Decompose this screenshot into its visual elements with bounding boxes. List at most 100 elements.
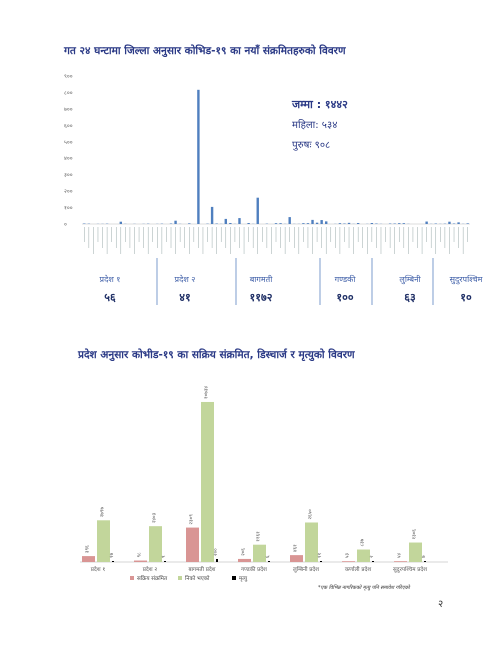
bar-value-label: २०० [213,548,219,556]
bar-recovered [149,526,162,562]
bar-value-label: ५३ [345,553,351,559]
bar-value-label: १०७३४ [204,386,210,399]
district-bar [325,221,328,224]
district-bar [315,222,319,224]
district-bar [210,206,214,224]
province-value: ४१ [179,291,190,304]
legend-label: मृत्यु [239,576,248,582]
district-bar [238,218,241,224]
district-bar [398,223,401,224]
category-label: लुम्बिनी प्रदेश [293,566,319,573]
summary-male: पुरुषः ९०८ [292,140,330,151]
district-bar [256,197,259,224]
summary-total: जम्मा : १४४२ [291,98,348,111]
district-bar [247,223,250,224]
bar-active [238,558,251,562]
y-tick-label: ९०० [64,74,73,80]
province-value: ६३ [404,291,416,304]
district-bar [274,223,278,224]
legend-swatch [232,576,236,580]
category-label: सुदुरपश्चिम प्रदेश [393,566,427,573]
district-bar [370,223,374,224]
bar-active [186,527,199,562]
district-bar [188,223,191,224]
legend-label: सक्रिय संक्रमित [137,575,168,582]
y-tick-label: ० [64,222,67,228]
bar-value-label: ९ [161,555,167,558]
category-label: प्रदेश २ [143,566,158,573]
district-bar [302,223,305,224]
category-label: बागमती प्रदेश [188,566,215,573]
district-bar [197,89,200,225]
bar-active [82,556,95,562]
legend-swatch [130,576,134,580]
bar-value-label: ९८ [137,552,143,558]
district-bar [448,221,451,224]
bar-value-label: ७ [421,555,427,558]
y-tick-label: ५०० [64,140,73,146]
bar-value-label: २ [369,555,375,558]
bar-value-label: ८३७ [360,538,366,546]
y-tick-label: ६०० [64,123,73,129]
category-label: कर्णाली प्रदेश [345,566,372,573]
footnote: *एक विभिन्न नागरिकको मृत्यु पनि समावेश ग… [318,585,410,591]
bar-recovered [253,544,266,562]
district-bar [279,223,282,224]
bar-value-label: ११६१ [256,531,262,542]
chart1-title: गत २४ घन्टामा जिल्ला अनुसार कोभिड-१९ का … [64,45,346,57]
district-bar [466,223,469,224]
bar-value-label: ६ [265,555,271,558]
legend-swatch [178,576,182,580]
bar-value-label: ११ [317,552,323,558]
bar-death [372,561,374,562]
y-tick-label: ८०० [64,90,73,96]
bar-recovered [305,522,318,562]
category-label: गण्डकी प्रदेश [241,566,267,573]
bar-recovered [201,401,214,562]
district-bar [338,223,342,224]
bar-death [164,561,166,562]
y-tick-label: ३०० [64,173,73,179]
y-tick-label: ७०० [64,107,73,113]
bar-recovered [357,549,370,562]
district-bar [306,223,310,224]
y-tick-label: ४०० [64,156,73,162]
bar-value-label: ४६१ [293,544,299,552]
summary-female: महिला: ५३४ [292,119,337,131]
district-bar [119,221,122,224]
bar-death [320,561,322,562]
bar-value-label: १३०६ [412,529,418,540]
bar-value-label: २३०९ [189,514,195,525]
district-bar [229,223,232,224]
province-value: १० [460,291,472,304]
district-bar [320,220,323,224]
chart2-title: प्रदेश अनुसार कोभीड-१९ का सक्रिय संक्रमि… [78,349,355,361]
province-name: लुम्बिनी [399,274,421,285]
district-bar [425,221,428,224]
province-value: ५६ [104,291,116,304]
district-bar [311,219,314,224]
bar-death [268,561,270,562]
y-tick-label: १०० [64,206,73,212]
district-bar [402,223,406,224]
bar-active [342,561,355,562]
category-label: प्रदेश १ [91,566,106,573]
bar-active [134,560,147,562]
bar-death [216,559,218,562]
province-value: १०० [336,291,353,304]
province-name: गण्डकी [335,274,357,284]
y-tick-label: २०० [64,189,73,195]
province-name: सुदुरपश्चिम [450,274,483,285]
bar-death [112,561,114,562]
province-name: बागमती [250,274,273,284]
district-bar [174,220,177,224]
bar-value-label: २४०३ [152,512,158,523]
bar-active [290,555,303,562]
bar-value-label: २७९७ [100,506,106,517]
district-bar [224,218,227,224]
bar-death [424,561,426,562]
page-number: २ [438,599,444,610]
district-bar [356,223,360,224]
district-new-cases-chart: ० १०० २०० ३०० ४०० ५०० ६०० ७०० ८०० ९०० जम्मा : १४४२… [64,74,483,305]
